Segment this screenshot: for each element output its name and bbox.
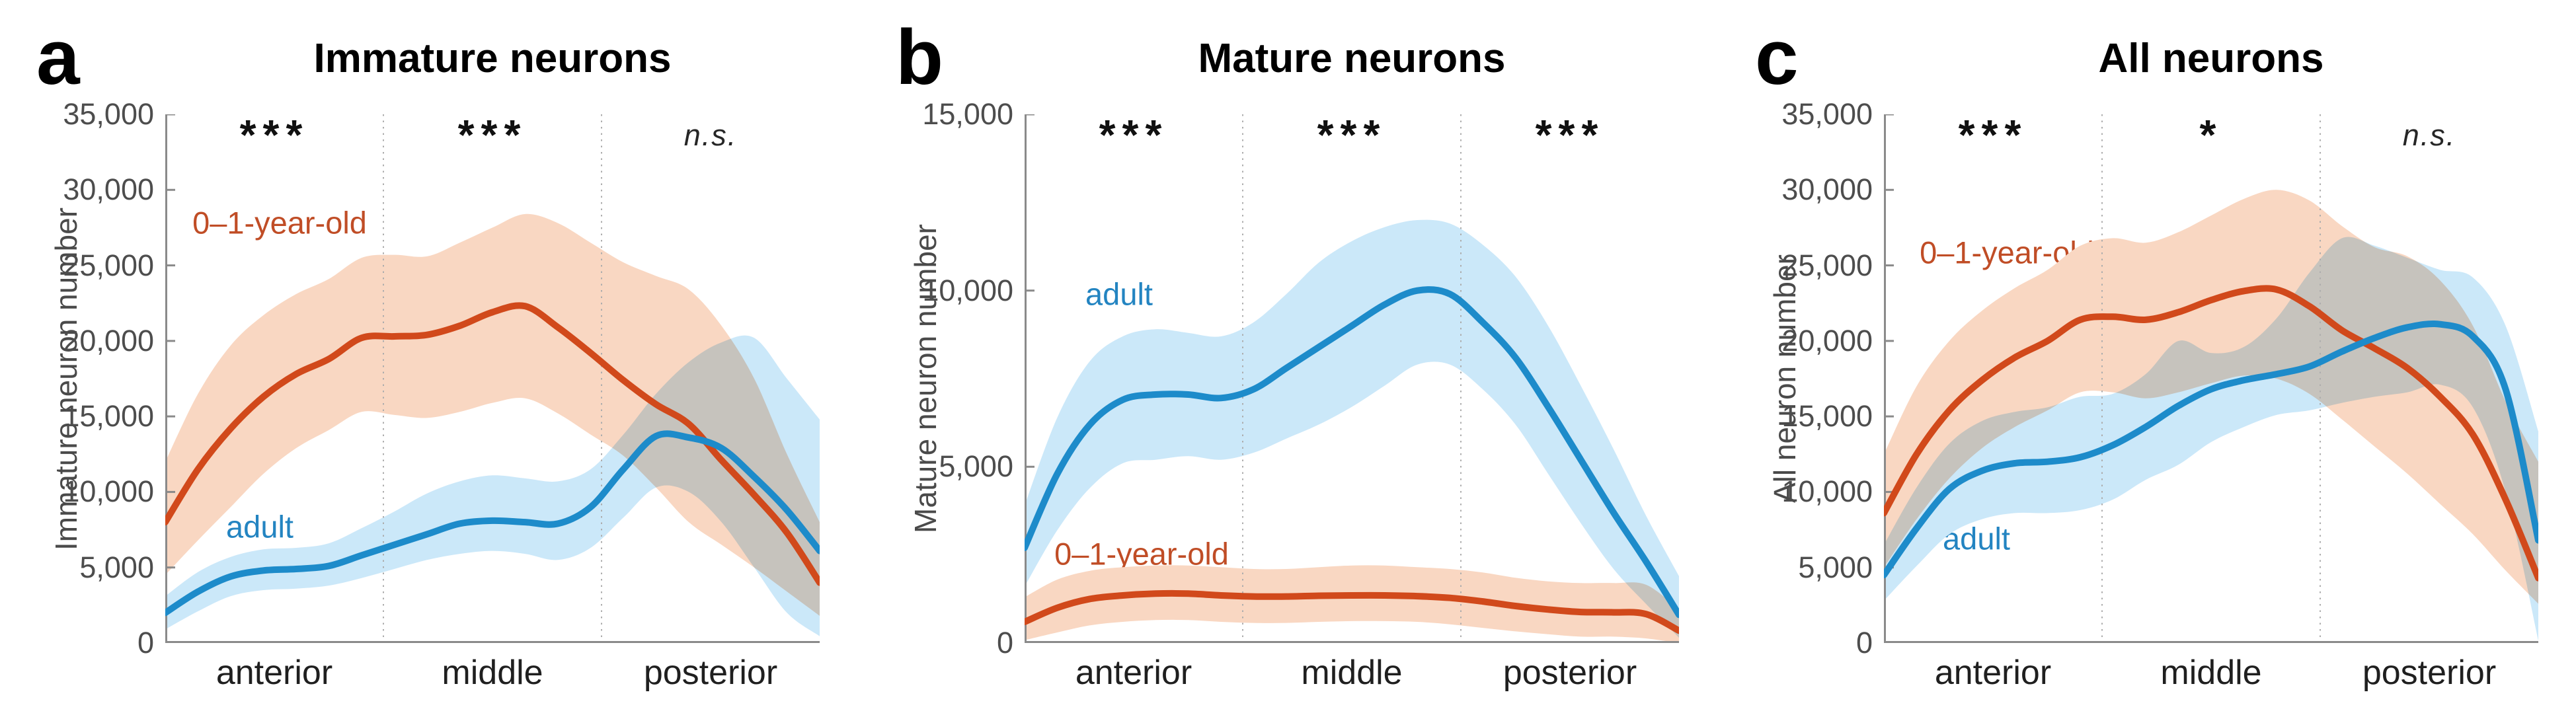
plot-area-all (1884, 114, 2538, 643)
y-tick-label: 20,000 (1781, 323, 1873, 358)
y-tick-label: 0 (137, 626, 154, 660)
x-region-label-middle: middle (2160, 654, 2262, 692)
y-tick-label: 30,000 (63, 172, 154, 207)
x-region-label-posterior: posterior (2362, 654, 2497, 692)
significance-posterior: *** (1535, 111, 1605, 159)
plot-area-mature (1025, 114, 1679, 643)
significance-middle: *** (457, 111, 527, 159)
significance-posterior: n.s. (2402, 118, 2456, 152)
x-region-label-anterior: anterior (215, 654, 333, 692)
y-tick-label: 5,000 (79, 550, 154, 584)
significance-middle: * (2199, 111, 2223, 159)
significance-middle: *** (1317, 111, 1387, 159)
plot-area-immature (165, 114, 820, 643)
significance-posterior: n.s. (683, 118, 738, 152)
x-region-label-posterior: posterior (643, 654, 778, 692)
x-region-label-anterior: anterior (1934, 654, 2052, 692)
y-tick-label: 10,000 (1781, 474, 1873, 509)
panel-immature-neurons: a Immature neurons Immature neuron numbe… (0, 0, 859, 719)
y-tick-label: 5,000 (939, 449, 1013, 484)
panel-title-mature: Mature neurons (1198, 36, 1506, 81)
mean-line (1884, 320, 2538, 579)
panel-letter-c: c (1755, 14, 1799, 101)
series-label-young: 0–1-year-old (1054, 536, 1229, 572)
confidence-band (1025, 565, 1679, 643)
confidence-band (1025, 219, 1679, 638)
y-tick-label: 10,000 (922, 273, 1013, 307)
y-tick-label: 25,000 (1781, 248, 1873, 282)
panel-letter-b: b (896, 14, 944, 101)
y-axis-label-mature: Mature neuron number (908, 224, 943, 533)
y-tick-label: 35,000 (1781, 97, 1873, 131)
panel-all-neurons: c All neurons All neuron number *** * n.… (1719, 0, 2576, 719)
y-tick-label: 20,000 (63, 323, 154, 358)
confidence-band (165, 213, 820, 616)
x-region-label-posterior: posterior (1503, 654, 1637, 692)
y-tick-label: 15,000 (1781, 399, 1873, 434)
confidence-band (165, 335, 820, 636)
mean-line (1025, 589, 1679, 634)
x-region-label-anterior: anterior (1075, 654, 1192, 692)
mean-line (1025, 286, 1679, 619)
significance-anterior: *** (1099, 111, 1169, 159)
y-tick-label: 15,000 (922, 97, 1013, 131)
y-tick-label: 15,000 (63, 399, 154, 434)
y-tick-label: 30,000 (1781, 172, 1873, 207)
panel-letter-a: a (36, 14, 80, 101)
y-tick-label: 25,000 (63, 248, 154, 282)
panel-title-immature: Immature neurons (313, 36, 672, 81)
y-tick-label: 0 (1855, 626, 1873, 660)
series-label-adult: adult (1085, 276, 1153, 312)
panel-mature-neurons: b Mature neurons Mature neuron number **… (859, 0, 1719, 719)
significance-anterior: *** (1958, 111, 2028, 159)
series-label-young: 0–1-year-old (192, 205, 367, 241)
panel-title-all: All neurons (2098, 36, 2324, 81)
x-region-label-middle: middle (1301, 654, 1403, 692)
series-label-adult: adult (226, 509, 293, 545)
y-tick-label: 10,000 (63, 474, 154, 509)
y-tick-label: 0 (996, 626, 1013, 660)
x-region-label-middle: middle (442, 654, 543, 692)
mean-line (165, 302, 820, 586)
significance-anterior: *** (239, 111, 309, 159)
mean-line (1884, 285, 2538, 582)
y-tick-label: 5,000 (1798, 550, 1873, 584)
mean-line (165, 430, 820, 617)
y-tick-label: 35,000 (63, 97, 154, 131)
